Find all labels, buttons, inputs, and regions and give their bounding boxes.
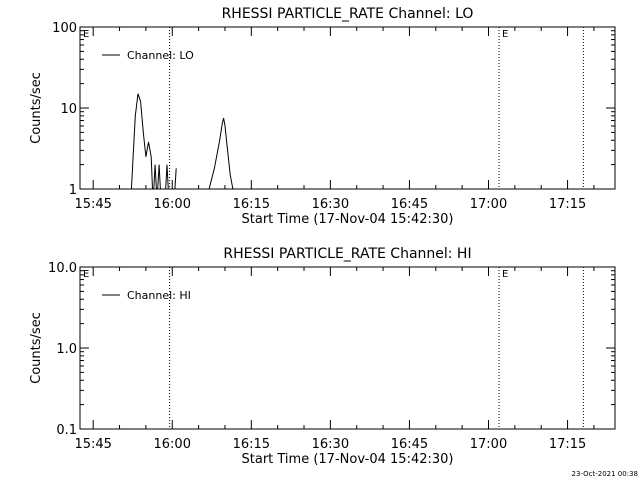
y-axis-label: Counts/sec bbox=[29, 312, 44, 384]
y-tick-label: 0.1 bbox=[56, 423, 77, 438]
y-tick-label: 10 bbox=[60, 102, 77, 117]
x-tick-label: 17:00 bbox=[470, 197, 507, 212]
chart-panel-hi: RHESSI PARTICLE_RATE Channel: HI 0.1 1.0 10… bbox=[29, 246, 616, 467]
x-tick-label: 16:45 bbox=[391, 437, 428, 452]
x-tick-label: 16:00 bbox=[154, 197, 191, 212]
data-series-line bbox=[153, 164, 157, 190]
event-marker-label: E bbox=[502, 269, 508, 280]
legend-label: Channel: HI bbox=[127, 289, 191, 302]
x-tick-label: 16:30 bbox=[312, 197, 349, 212]
data-series-line bbox=[174, 168, 177, 190]
chart-panel-lo: RHESSI PARTICLE_RATE Channel: LO 1 10 100 15… bbox=[29, 6, 616, 227]
y-axis-label: Counts/sec bbox=[29, 72, 44, 144]
event-marker-label: E bbox=[83, 29, 89, 40]
x-tick-label: 15:45 bbox=[74, 197, 111, 212]
x-tick-label: 16:00 bbox=[154, 437, 191, 452]
x-tick-label: 17:00 bbox=[470, 437, 507, 452]
x-tick-label: 15:45 bbox=[74, 437, 111, 452]
x-tick-label: 16:15 bbox=[233, 437, 270, 452]
x-axis-label: Start Time (17-Nov-04 15:42:30) bbox=[242, 452, 454, 467]
x-tick-label: 16:15 bbox=[233, 197, 270, 212]
x-tick-label: 17:15 bbox=[549, 437, 586, 452]
x-tick-label: 17:15 bbox=[549, 197, 586, 212]
chart-title: RHESSI PARTICLE_RATE Channel: LO bbox=[222, 6, 474, 22]
chart-title: RHESSI PARTICLE_RATE Channel: HI bbox=[223, 246, 471, 262]
data-series-line bbox=[157, 164, 161, 190]
footer-timestamp: 23-Oct-2021 00:38 bbox=[572, 470, 638, 478]
data-series-line bbox=[208, 117, 234, 190]
y-tick-label: 100 bbox=[52, 21, 77, 36]
event-marker-label: E bbox=[502, 29, 508, 40]
x-axis-label: Start Time (17-Nov-04 15:42:30) bbox=[242, 212, 454, 227]
x-tick-label: 16:45 bbox=[391, 197, 428, 212]
data-series-line bbox=[130, 93, 153, 190]
x-tick-label: 16:30 bbox=[312, 437, 349, 452]
data-series-line bbox=[165, 164, 169, 190]
legend-label: Channel: LO bbox=[127, 49, 194, 62]
y-tick-label: 1 bbox=[69, 183, 77, 198]
y-tick-label: 10.0 bbox=[48, 261, 77, 276]
event-marker-label: E bbox=[83, 269, 89, 280]
y-tick-label: 1.0 bbox=[56, 342, 77, 357]
